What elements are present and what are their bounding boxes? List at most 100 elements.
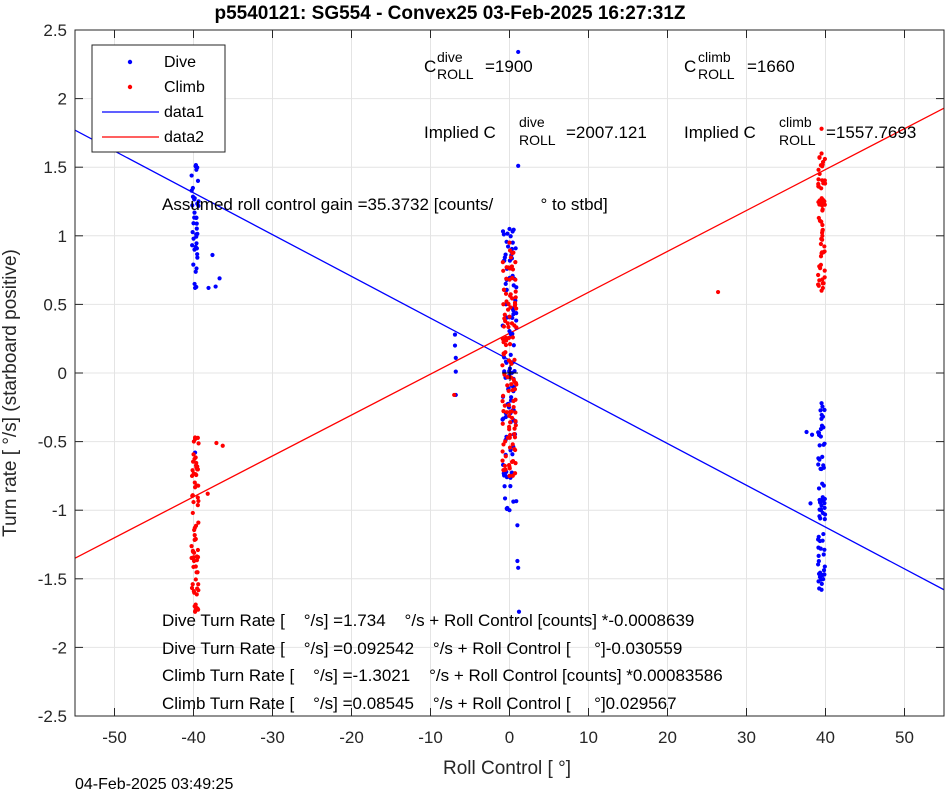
climb-point <box>191 589 196 594</box>
fit-line-text-1: Dive Turn Rate [ °/s] =1.734 °/s + Roll … <box>162 611 694 630</box>
climb-point <box>190 468 195 473</box>
climb-point <box>816 283 821 288</box>
dive-point <box>195 178 201 183</box>
dive-point <box>821 425 826 430</box>
dive-point <box>502 484 507 489</box>
climb-point <box>818 241 824 247</box>
y-axis-label: Turn rate [ °/s] (starboard positive) <box>0 249 21 537</box>
climb-point <box>503 318 508 324</box>
legend-climb-marker <box>127 84 133 90</box>
dive-point <box>816 537 821 542</box>
climb-point <box>507 445 513 450</box>
dive-point <box>191 262 196 267</box>
y-tick-label: 0 <box>58 364 67 383</box>
dive-point <box>821 463 826 468</box>
climb-point <box>506 462 512 468</box>
dive-point <box>819 587 824 592</box>
c-climb-sub: ROLL <box>698 66 735 82</box>
climb-point <box>196 582 201 587</box>
climb-point <box>818 262 824 267</box>
x-tick-label: 10 <box>579 728 598 747</box>
dive-point <box>817 574 823 580</box>
dive-point <box>820 454 825 459</box>
dive-point <box>509 395 514 400</box>
climb-point <box>820 159 826 165</box>
climb-point <box>506 335 512 340</box>
dive-point <box>515 523 520 528</box>
dive-point <box>505 231 510 236</box>
climb-point <box>513 461 518 466</box>
climb-point <box>503 336 508 341</box>
dive-point <box>822 441 827 446</box>
climb-point <box>501 352 506 357</box>
implied-climb-sub: ROLL <box>779 132 816 148</box>
dive-point <box>511 343 516 348</box>
climb-point <box>512 323 517 328</box>
climb-point <box>192 435 198 440</box>
dive-point <box>514 318 519 323</box>
climb-point <box>822 202 827 207</box>
climb-point <box>507 248 513 253</box>
climb-point <box>511 250 516 255</box>
climb-point <box>501 302 506 307</box>
dive-point <box>194 215 199 220</box>
dive-point <box>821 498 826 504</box>
climb-point <box>214 440 219 446</box>
dive-point <box>194 266 199 271</box>
climb-point <box>192 533 197 538</box>
x-tick-label: -40 <box>181 728 206 747</box>
legend: Dive Climb data1 data2 <box>91 44 226 153</box>
climb-point <box>189 585 195 591</box>
climb-point <box>509 415 515 421</box>
climb-point <box>192 537 197 542</box>
climb-point <box>507 314 512 319</box>
climb-point <box>189 543 194 549</box>
climb-point <box>205 491 210 496</box>
climb-point <box>500 260 505 265</box>
climb-point <box>506 324 511 330</box>
dive-point <box>822 547 827 552</box>
origin-crosshair <box>502 365 518 381</box>
climb-point <box>817 155 822 160</box>
climb-point <box>512 357 517 363</box>
climb-point <box>510 335 515 340</box>
climb-point <box>196 498 201 504</box>
y-tick-label: 2.5 <box>43 21 67 40</box>
dive-point <box>507 258 512 263</box>
dive-point <box>453 355 458 361</box>
climb-point <box>503 291 509 296</box>
climb-point <box>819 126 824 131</box>
dive-point <box>194 241 199 246</box>
dive-point <box>194 221 199 226</box>
climb-point <box>819 250 825 255</box>
x-tick-label: -30 <box>260 728 285 747</box>
dive-point <box>508 234 513 239</box>
climb-point <box>508 432 513 438</box>
dive-point <box>501 232 506 237</box>
implied-dive-sub: ROLL <box>519 132 556 148</box>
dive-point <box>822 407 827 413</box>
c-dive-value: =1900 <box>485 57 533 76</box>
dive-point <box>206 285 211 291</box>
fit-line-text-3: Climb Turn Rate [ °/s] =-1.3021 °/s + Ro… <box>162 666 723 685</box>
climb-point <box>191 558 197 564</box>
dive-point <box>815 562 821 567</box>
y-tick-label: -2 <box>52 638 67 657</box>
dive-point <box>809 432 815 437</box>
climb-point <box>194 460 199 466</box>
dive-point <box>821 531 826 537</box>
climb-point <box>192 609 198 614</box>
legend-dive-label: Dive <box>164 54 196 71</box>
implied-climb-value: =1557.7693 <box>826 123 916 142</box>
dive-point <box>817 457 822 462</box>
c-climb-main: C <box>684 57 696 76</box>
climb-point <box>501 287 507 292</box>
c-climb-sup: climb <box>698 49 731 65</box>
climb-point <box>503 439 508 444</box>
dive-point <box>819 466 824 472</box>
dive-point <box>822 572 827 577</box>
dive-point <box>502 369 507 374</box>
climb-point <box>816 272 821 278</box>
dive-point <box>453 369 458 374</box>
